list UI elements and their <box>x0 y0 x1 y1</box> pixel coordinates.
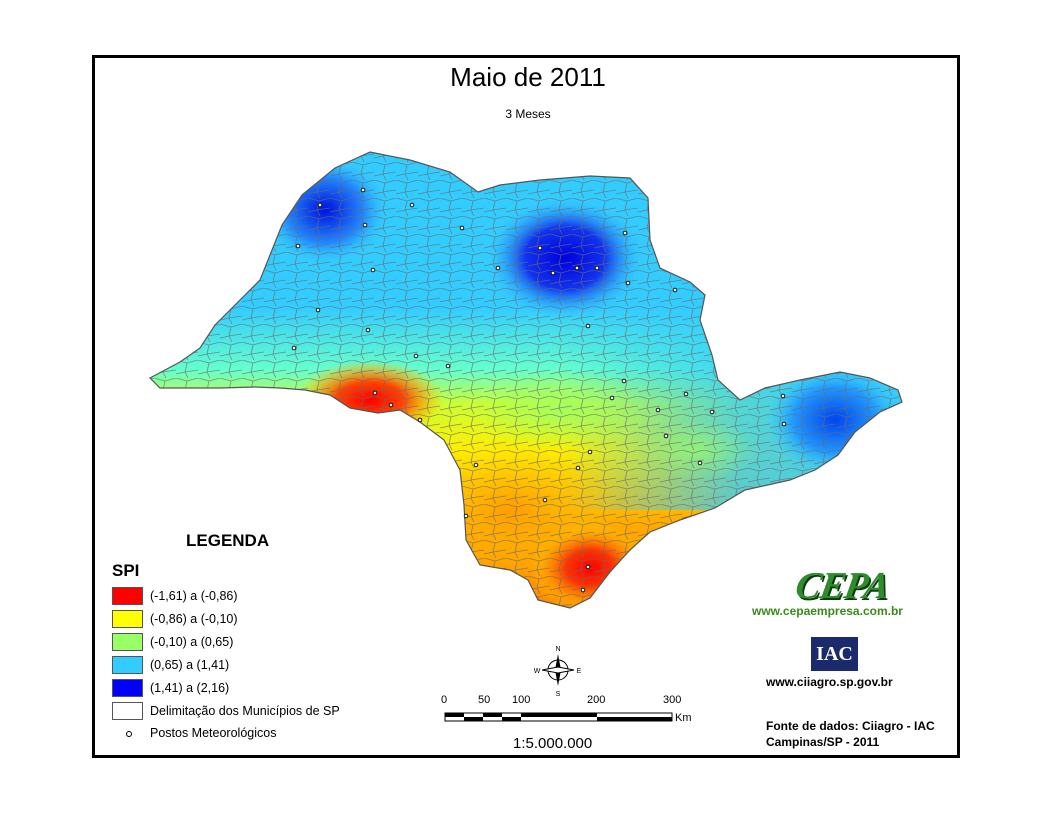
legend-label: (1,41) a (2,16) <box>150 681 230 695</box>
station-marker <box>574 265 580 271</box>
scale-tick-100: 100 <box>512 694 531 706</box>
legend-item: (-0,10) a (0,65) <box>112 632 233 652</box>
station-marker <box>585 323 591 329</box>
station-dot-icon <box>112 724 143 742</box>
station-marker <box>622 230 628 236</box>
station-marker <box>663 433 669 439</box>
legend-heading: LEGENDA <box>186 531 270 550</box>
compass-n: N <box>555 646 560 653</box>
station-marker <box>683 391 689 397</box>
station-marker <box>672 287 678 293</box>
compass-w: W <box>534 668 541 675</box>
legend-label: Postos Meteorológicos <box>150 726 277 740</box>
legend-swatch <box>112 633 143 651</box>
station-marker <box>445 363 451 369</box>
station-marker <box>621 378 627 384</box>
legend-swatch <box>112 610 143 628</box>
legend-item: (1,41) a (2,16) <box>112 678 229 698</box>
compass-rose: N S E W <box>534 646 582 698</box>
station-marker <box>370 267 376 273</box>
station-marker <box>495 265 501 271</box>
cepa-logo: CEPA <box>792 565 893 607</box>
legend-item-stations: Postos Meteorológicos <box>112 723 276 743</box>
station-marker <box>362 222 368 228</box>
compass-s: S <box>556 691 561 698</box>
scale-ratio: 1:5.000.000 <box>513 735 593 752</box>
map-subtitle: 3 Meses <box>505 107 551 121</box>
iac-url: www.ciiagro.sp.gov.br <box>766 675 893 689</box>
legend-label: (-0,86) a (-0,10) <box>150 612 238 626</box>
weather-stations <box>291 187 787 593</box>
map-title: Maio de 2011 <box>450 62 606 92</box>
data-source: Fonte de dados: Ciiagro - IAC <box>766 719 935 733</box>
compass-e: E <box>577 668 582 675</box>
legend-item-municipalities: Delimitação dos Municípios de SP <box>112 701 340 721</box>
station-marker <box>609 395 615 401</box>
legend-item: (-1,61) a (-0,86) <box>112 586 238 606</box>
legend-swatch-outline <box>112 702 143 720</box>
station-marker <box>388 402 394 408</box>
legend-swatch <box>112 656 143 674</box>
legend-label: (-0,10) a (0,65) <box>150 635 234 649</box>
legend-item: (0,65) a (1,41) <box>112 655 229 675</box>
scale-tick-300: 300 <box>663 694 682 706</box>
legend-swatch <box>112 679 143 697</box>
station-marker <box>625 280 631 286</box>
station-marker <box>417 417 423 423</box>
station-marker <box>295 243 301 249</box>
station-marker <box>594 265 600 271</box>
station-marker <box>473 462 479 468</box>
station-marker <box>542 497 548 503</box>
station-marker <box>463 513 469 519</box>
scale-tick-0: 0 <box>441 694 448 706</box>
scale-tick-50: 50 <box>478 694 491 706</box>
legend-label: (-1,61) a (-0,86) <box>150 589 238 603</box>
legend-index-label: SPI <box>112 561 140 580</box>
station-marker <box>372 390 378 396</box>
legend-label: (0,65) a (1,41) <box>150 658 230 672</box>
station-marker <box>781 421 787 427</box>
legend-item: (-0,86) a (-0,10) <box>112 609 238 629</box>
legend-label: Delimitação dos Municípios de SP <box>150 704 340 718</box>
station-marker <box>585 564 591 570</box>
station-marker <box>550 270 556 276</box>
station-marker <box>413 353 419 359</box>
station-marker <box>537 245 543 251</box>
cepa-url: www.cepaempresa.com.br <box>752 604 903 618</box>
station-marker <box>291 345 297 351</box>
station-marker <box>709 409 715 415</box>
station-marker <box>697 460 703 466</box>
scale-unit: Km <box>675 712 692 724</box>
station-marker <box>409 202 415 208</box>
station-marker <box>580 587 586 593</box>
station-marker <box>459 225 465 231</box>
scale-bar <box>444 712 673 722</box>
station-marker <box>575 465 581 471</box>
station-marker <box>360 187 366 193</box>
iac-logo: IAC <box>811 637 858 671</box>
station-marker <box>587 449 593 455</box>
legend-swatch <box>112 587 143 605</box>
station-marker <box>655 407 661 413</box>
station-marker <box>780 393 786 399</box>
station-marker <box>315 307 321 313</box>
data-source-place-year: Campinas/SP - 2011 <box>766 735 880 749</box>
scale-tick-200: 200 <box>587 694 606 706</box>
station-marker <box>365 327 371 333</box>
station-marker <box>317 202 323 208</box>
